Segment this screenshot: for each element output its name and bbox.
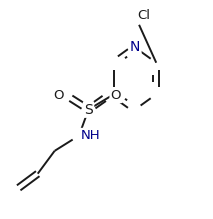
Text: O: O [111, 89, 121, 102]
Text: NH: NH [81, 129, 101, 142]
Text: S: S [84, 102, 93, 117]
Text: N: N [130, 41, 140, 55]
Text: O: O [54, 89, 64, 102]
Text: Cl: Cl [137, 9, 150, 22]
